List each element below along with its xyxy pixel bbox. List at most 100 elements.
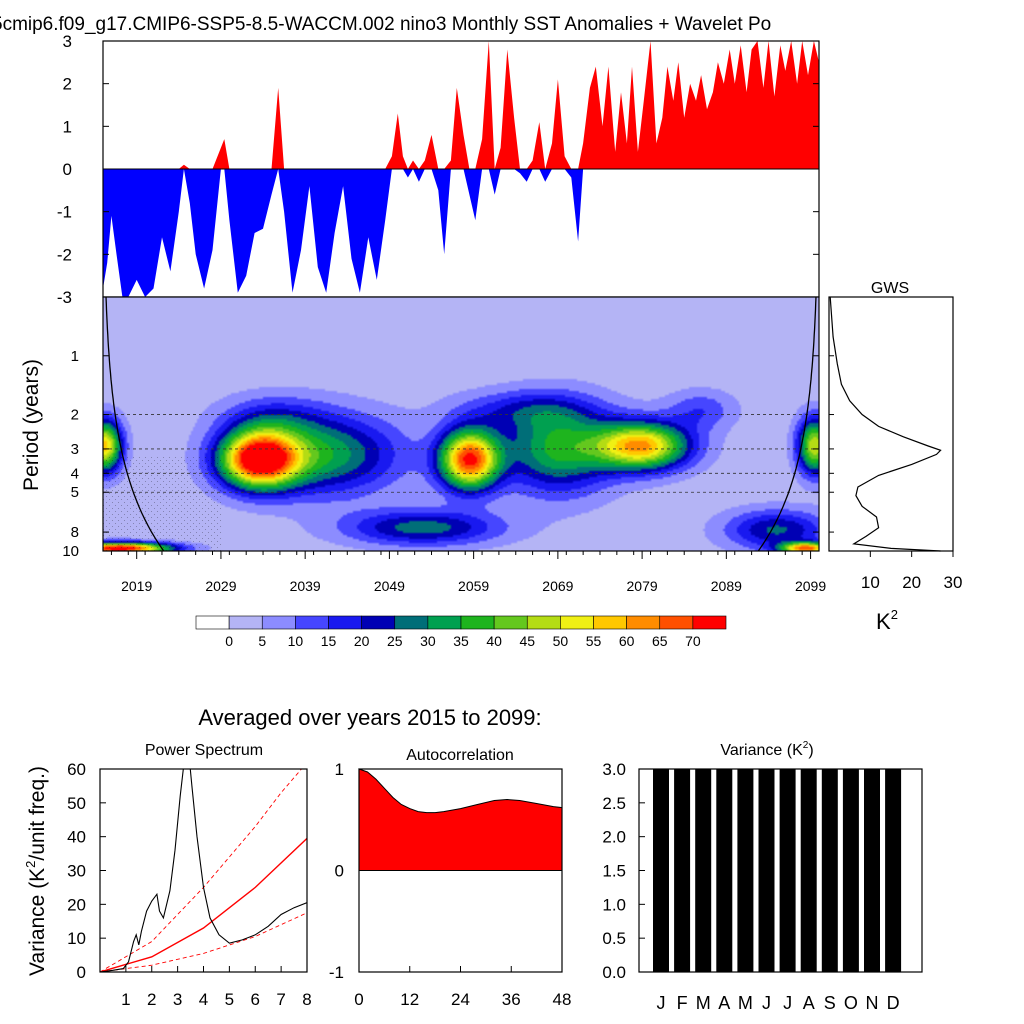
averaged-label: Averaged over years 2015 to 2099: [198, 705, 541, 730]
wavelet-y-label: Period (years) [20, 359, 43, 491]
gws-x-tick-label: 30 [944, 573, 963, 592]
cone-of-influence-left [105, 297, 165, 551]
wavelet-x-tick-label: 2049 [374, 578, 405, 594]
colorbar-box [295, 615, 329, 630]
variance-bar [779, 769, 796, 972]
variance-y-tick-label: 1.0 [602, 895, 626, 914]
colorbar-box [626, 615, 661, 630]
variance-bar [842, 769, 859, 972]
gws-x-tick-label: 20 [902, 573, 921, 592]
colorbar-level-label: 65 [652, 633, 668, 649]
variance-bar [800, 769, 817, 972]
gws-panel: GWS 10 20 30 K2 [828, 280, 963, 634]
colorbar-box [394, 615, 429, 630]
colorbar: 0 5 10 15 20 25 30 35 40 45 50 55 60 65 70 [195, 615, 727, 649]
power-y-tick-label: 50 [67, 794, 86, 813]
variance-title-base: Variance (K [720, 742, 803, 759]
period-reference-lines [103, 414, 819, 493]
wavelet-panel: 1 2 3 4 5 8 10 2019 2029 2039 2049 2059 2069 2079 208… [20, 296, 826, 594]
autocorr-area [358, 768, 563, 871]
power-y-axis: 0 10 20 30 40 50 60 [67, 760, 106, 982]
variance-y-tick-label: 2.5 [602, 794, 626, 813]
anomaly-positive-area [103, 41, 819, 169]
power-y-tick-label: 30 [67, 862, 86, 881]
power-upper-confidence [100, 769, 303, 972]
colorbar-box [460, 615, 495, 630]
autocorr-y-tick-label: -1 [329, 963, 344, 982]
power-lower-confidence [100, 912, 307, 972]
wavelet-x-tick-label: 2029 [205, 578, 236, 594]
power-y-label-base: Variance (K [26, 868, 49, 976]
variance-y-tick-label: 0.5 [602, 929, 626, 948]
power-y-tick-label: 20 [67, 895, 86, 914]
colorbar-level-label: 0 [225, 633, 233, 649]
gws-x-label-sup: 2 [891, 607, 898, 622]
variance-month-label: N [866, 993, 879, 1013]
variance-month-label: J [657, 993, 666, 1013]
variance-month-label: O [844, 993, 858, 1013]
wavelet-x-tick-label: 2039 [290, 578, 321, 594]
wavelet-x-tick-label: 2079 [627, 578, 658, 594]
autocorr-x-tick-label: 24 [451, 990, 470, 1009]
colorbar-box [228, 615, 263, 630]
power-y-tick-label: 60 [67, 760, 86, 779]
anomaly-y-tick-label: 3 [63, 32, 72, 51]
autocorrelation-panel: Autocorrelation 0 12 24 36 48 1 0 -1 [329, 747, 572, 1009]
autocorr-y-tick-label: 0 [335, 862, 344, 881]
variance-month-label: F [677, 993, 688, 1013]
variance-y-axis: 0.0 0.5 1.0 1.5 2.0 2.5 3.0 [602, 760, 645, 982]
variance-bar [653, 769, 669, 972]
power-x-tick-label: 1 [121, 990, 130, 1009]
autocorr-x-axis: 0 12 24 36 48 [354, 966, 571, 1009]
power-x-tick-label: 6 [251, 990, 260, 1009]
colorbar-box [526, 615, 561, 630]
variance-month-label: D [887, 993, 900, 1013]
variance-bar [758, 769, 775, 972]
colorbar-level-label: 40 [486, 633, 502, 649]
variance-title-tail: ) [808, 742, 813, 759]
autocorr-y-tick-label: 1 [335, 760, 344, 779]
wavelet-y-tick-label: 8 [71, 524, 79, 541]
wavelet-x-axis: 2019 2029 2039 2049 2059 2069 2079 2089 2099 [110, 551, 826, 594]
power-y-label: Variance (K2/unit freq.) [23, 766, 49, 976]
power-x-tick-label: 3 [173, 990, 182, 1009]
colorbar-level-label: 70 [685, 633, 701, 649]
colorbar-level-label: 60 [619, 633, 635, 649]
variance-month-label: J [783, 993, 792, 1013]
power-spectrum-line [100, 769, 307, 972]
significance-stipple [103, 455, 223, 551]
anomaly-negative-area [103, 169, 819, 297]
variance-y-tick-label: 2.0 [602, 828, 626, 847]
colorbar-box [361, 615, 396, 630]
autocorr-x-tick-label: 36 [502, 990, 521, 1009]
colorbar-box [261, 615, 296, 630]
variance-y-tick-label: 1.5 [602, 862, 626, 881]
wavelet-y-tick-label: 4 [71, 465, 79, 482]
colorbar-level-label: 50 [553, 633, 569, 649]
variance-month-label: M [696, 993, 711, 1013]
gws-spectrum-line [829, 296, 942, 552]
anomaly-y-tick-label: -2 [57, 245, 72, 264]
wavelet-y-axis: 1 2 3 4 5 8 10 [62, 348, 819, 560]
variance-month-label: M [738, 993, 753, 1013]
power-y-tick-label: 0 [77, 963, 86, 982]
wavelet-y-tick-label: 1 [71, 348, 79, 365]
variance-bar [695, 769, 712, 972]
anomaly-panel: 3 2 1 0 -1 -2 -3 [57, 32, 820, 307]
wavelet-y-tick-label: 3 [71, 441, 79, 458]
colorbar-level-label: 55 [586, 633, 602, 649]
autocorr-x-tick-label: 0 [354, 990, 363, 1009]
colorbar-box [560, 615, 594, 630]
colorbar-level-label: 30 [420, 633, 436, 649]
gws-x-label-base: K [876, 609, 891, 634]
wavelet-y-tick-label: 10 [62, 543, 79, 560]
colorbar-labels: 0 5 10 15 20 25 30 35 40 45 50 55 60 65 70 [225, 633, 701, 649]
anomaly-y-tick-label: 2 [63, 75, 72, 94]
variance-y-tick-label: 0.0 [602, 963, 626, 982]
anomaly-y-tick-label: -3 [57, 288, 72, 307]
variance-y-tick-label: 3.0 [602, 760, 626, 779]
colorbar-level-label: 35 [453, 633, 469, 649]
colorbar-box [427, 615, 462, 630]
